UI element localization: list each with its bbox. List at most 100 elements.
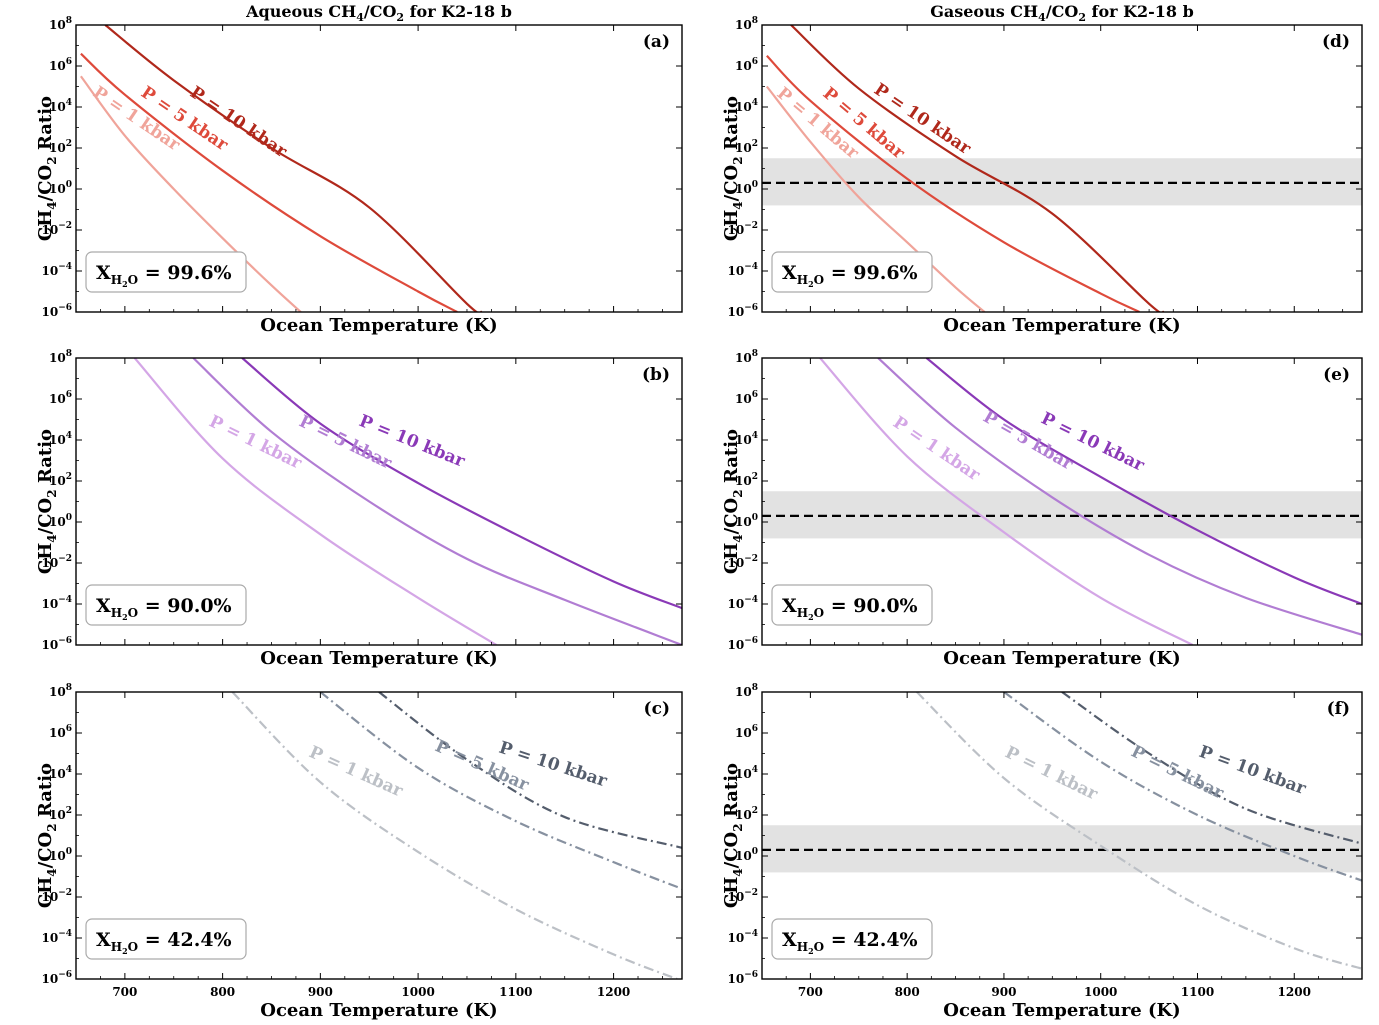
y-tick-label: 10−6 [41, 303, 72, 319]
x-tick-label: 1200 [1278, 985, 1311, 999]
series-line-a-1kbar [80, 75, 302, 312]
xh2o-annotation: XH2O = 99.6% [96, 262, 232, 289]
series-line-b-1kbar [133, 358, 497, 645]
series-line-d-1kbar [765, 85, 986, 312]
plot-area-f [762, 692, 1362, 970]
y-tick-label: 100 [49, 847, 72, 863]
series-label: P = 1 kbar [306, 742, 407, 801]
plot-area-c [231, 692, 682, 979]
plot-area-e [762, 358, 1362, 645]
y-tick-label: 100 [735, 513, 758, 529]
series-line-f-10kbar [1061, 692, 1362, 845]
panel-letter: (b) [642, 365, 670, 385]
y-tick-label: 108 [49, 683, 72, 699]
panel-letter: (d) [1322, 32, 1350, 52]
panel-title: Aqueous CH4​/CO2​ for K2-18 b [245, 2, 512, 24]
xh2o-annotation-box [771, 584, 933, 626]
y-tick-label: 102 [735, 472, 758, 488]
y-tick-label: 106 [735, 390, 758, 406]
x-tick-label: 1200 [597, 985, 630, 999]
y-tick-label: 108 [49, 349, 72, 365]
y-axis-label: CH4​/CO2​ Ratio [721, 96, 745, 241]
y-tick-label: 102 [735, 139, 758, 155]
y-tick-label: 10−6 [727, 303, 758, 319]
y-tick-label: 108 [735, 683, 758, 699]
plot-area-a [80, 25, 483, 312]
y-tick-label: 108 [735, 16, 758, 32]
y-tick-label: 100 [49, 513, 72, 529]
x-axis-label: Ocean Temperature (K) [943, 1000, 1180, 1021]
series-line-b-5kbar [192, 358, 682, 645]
series-line-d-5kbar [766, 54, 1140, 312]
x-axis-label: Ocean Temperature (K) [260, 315, 497, 336]
y-tick-label: 10−4 [41, 262, 72, 278]
series-label: P = 1 kbar [889, 413, 984, 486]
x-tick-label: 1000 [1084, 985, 1117, 999]
x-tick-label: 800 [895, 985, 920, 999]
y-tick-label: 10−4 [727, 929, 758, 945]
y-tick-label: 10−2 [727, 888, 758, 904]
y-tick-label: 104 [49, 98, 72, 114]
y-axis-label: CH4​/CO2​ Ratio [721, 763, 745, 908]
y-tick-label: 10−6 [727, 636, 758, 652]
y-tick-label: 10−4 [41, 595, 72, 611]
y-tick-label: 10−4 [41, 929, 72, 945]
series-line-f-5kbar [1003, 692, 1362, 882]
y-tick-label: 10−4 [727, 595, 758, 611]
xh2o-annotation-box [85, 584, 247, 626]
xh2o-annotation-box [85, 918, 247, 960]
y-tick-label: 100 [735, 180, 758, 196]
series-line-b-10kbar [241, 358, 682, 610]
y-tick-label: 108 [49, 16, 72, 32]
y-tick-label: 106 [49, 57, 72, 73]
xh2o-annotation-box [771, 251, 933, 293]
panel-c: 700 800 900 1000 1100 1200 10−6 10−4 10−2 100 102 1… [35, 683, 683, 1021]
y-tick-label: 10−4 [727, 262, 758, 278]
x-tick-label: 900 [991, 985, 1016, 999]
y-axis-label: CH4​/CO2​ Ratio [35, 429, 59, 574]
series-line-e-10kbar [925, 358, 1362, 606]
y-tick-label: 100 [49, 180, 72, 196]
y-axis-label: CH4​/CO2​ Ratio [721, 429, 745, 574]
y-tick-label: 104 [735, 98, 758, 114]
series-line-a-10kbar [104, 25, 483, 312]
xh2o-annotation: XH2O = 99.6% [782, 262, 918, 289]
y-tick-label: 10−2 [41, 554, 72, 570]
panel-f: 700 800 900 1000 1100 1200 10−6 10−4 10−2 100 102 1… [721, 683, 1363, 1021]
y-tick-label: 104 [735, 431, 758, 447]
xh2o-annotation-box [771, 918, 933, 960]
y-tick-label: 10−6 [41, 970, 72, 986]
xh2o-annotation: XH2O = 42.4% [96, 929, 232, 956]
series-line-c-1kbar [231, 692, 678, 979]
y-tick-label: 102 [735, 806, 758, 822]
x-axis-label: Ocean Temperature (K) [260, 648, 497, 669]
y-tick-label: 10−2 [727, 554, 758, 570]
panel-e: 10−6 10−4 10−2 100 102 104 106 108 Ocean Tempera… [721, 349, 1363, 669]
y-tick-label: 10−6 [727, 970, 758, 986]
x-tick-label: 1100 [1181, 985, 1214, 999]
y-tick-label: 104 [49, 431, 72, 447]
x-tick-label: 700 [798, 985, 823, 999]
x-tick-label: 800 [210, 985, 235, 999]
x-tick-label: 1100 [499, 985, 532, 999]
x-axis-label: Ocean Temperature (K) [260, 1000, 497, 1021]
panel-letter: (c) [644, 699, 670, 719]
panel-title: Gaseous CH4​/CO2​ for K2-18 b [930, 2, 1194, 24]
panel-d: 10−6 10−4 10−2 100 102 104 106 108 Ocean Tempera… [721, 2, 1363, 336]
y-tick-label: 102 [49, 472, 72, 488]
y-tick-label: 104 [49, 765, 72, 781]
plot-area-b [133, 358, 682, 645]
series-line-e-1kbar [819, 358, 1194, 645]
xh2o-annotation: XH2O = 90.0% [782, 595, 918, 622]
panel-b: 10−6 10−4 10−2 100 102 104 106 108 Ocean Tempera… [35, 349, 683, 669]
y-tick-label: 104 [735, 765, 758, 781]
x-tick-label: 1000 [401, 985, 434, 999]
series-line-f-1kbar [916, 692, 1362, 970]
series-line-c-10kbar [378, 692, 682, 849]
y-tick-label: 108 [735, 349, 758, 365]
y-tick-label: 102 [49, 806, 72, 822]
y-tick-label: 106 [735, 57, 758, 73]
y-tick-label: 10−2 [41, 221, 72, 237]
xh2o-annotation: XH2O = 90.0% [96, 595, 232, 622]
